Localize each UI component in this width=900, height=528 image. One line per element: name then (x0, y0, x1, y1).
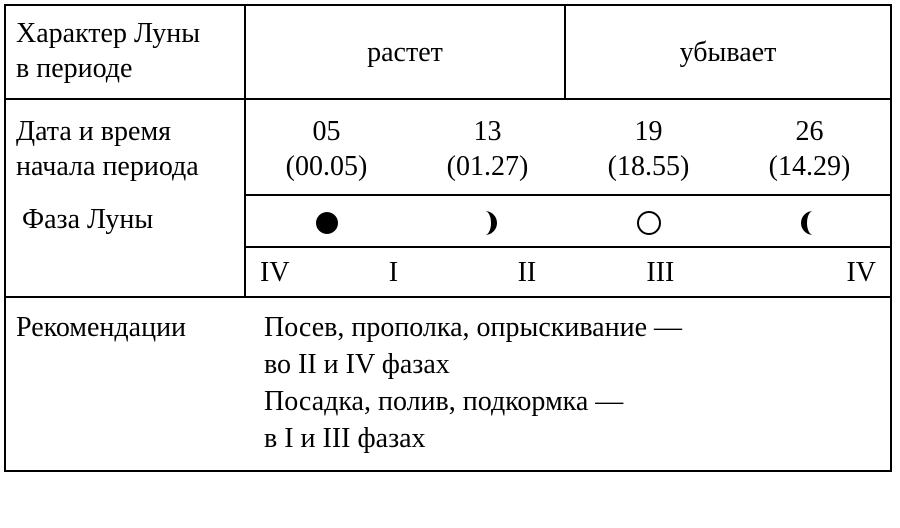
roman-0-text: IV (246, 257, 290, 288)
date-col-3: 26 (14.29) (729, 114, 890, 184)
row-recommend: Рекомендации Посев, прополка, опрыскиван… (6, 298, 890, 470)
date-col-0: 05 (00.05) (246, 114, 407, 184)
recommend-label-text: Рекомендации (16, 312, 186, 343)
recommend-text: Посев, прополка, опрыскивание — во II и … (246, 298, 890, 470)
growing-cell: растет (246, 6, 566, 98)
roman-4-text: IV (846, 257, 890, 288)
dates-label-line2: начала периода (16, 151, 199, 182)
dates-label-line1: Дата и время (16, 116, 171, 147)
character-label: Характер Луны в периоде (6, 6, 246, 98)
roman-4: IV (761, 255, 890, 290)
day-0: 05 (313, 116, 341, 147)
row-character: Характер Луны в периоде растет убывает (6, 6, 890, 100)
time-0: (00.05) (286, 151, 368, 182)
day-3: 26 (796, 116, 824, 147)
roman-2: II (504, 255, 633, 290)
roman-row: IV I II III IV (246, 248, 890, 296)
phase-col-0 (246, 204, 407, 239)
roman-3-text: III (632, 257, 674, 288)
waning-text: убывает (680, 35, 777, 70)
character-label-line2: в периоде (16, 53, 132, 84)
roman-0: IV (246, 255, 375, 290)
character-label-line1: Характер Луны (16, 18, 200, 49)
waning-cell: убывает (566, 6, 890, 98)
time-3: (14.29) (769, 151, 851, 182)
time-1: (01.27) (447, 151, 529, 182)
phase-col-1 (407, 204, 568, 239)
roman-3: III (632, 255, 761, 290)
phase-label: Фаза Луны (16, 204, 153, 235)
recommend-label: Рекомендации (6, 298, 246, 470)
day-2: 19 (635, 116, 663, 147)
phase-col-3 (729, 204, 890, 239)
roman-1: I (375, 255, 504, 290)
date-col-1: 13 (01.27) (407, 114, 568, 184)
rec-line1: Посев, прополка, опрыскивание — (264, 310, 882, 345)
dates-row: 05 (00.05) 13 (01.27) 19 (18.55) 26 (14.… (246, 100, 890, 194)
day-1: 13 (474, 116, 502, 147)
growing-text: растет (367, 35, 443, 70)
rec-line3: Посадка, полив, подкормка — (264, 384, 882, 419)
rec-line2: во II и IV фазах (264, 347, 882, 382)
first-quarter-icon (475, 210, 501, 236)
phase-row (246, 194, 890, 248)
time-2: (18.55) (608, 151, 690, 182)
rec-line4: в I и III фазах (264, 421, 882, 456)
date-col-2: 19 (18.55) (568, 114, 729, 184)
lunar-table: Характер Луны в периоде растет убывает Д… (4, 4, 892, 472)
full-moon-icon (636, 210, 662, 236)
dates-label-cell: Дата и время начала периода Фаза Луны (6, 100, 246, 296)
row-dates-phases: Дата и время начала периода Фаза Луны 05… (6, 100, 890, 298)
phase-col-2 (568, 204, 729, 239)
roman-2-text: II (504, 257, 537, 288)
roman-1-text: I (375, 257, 398, 288)
dates-data: 05 (00.05) 13 (01.27) 19 (18.55) 26 (14.… (246, 100, 890, 296)
new-moon-icon (314, 210, 340, 236)
last-quarter-icon (797, 210, 823, 236)
